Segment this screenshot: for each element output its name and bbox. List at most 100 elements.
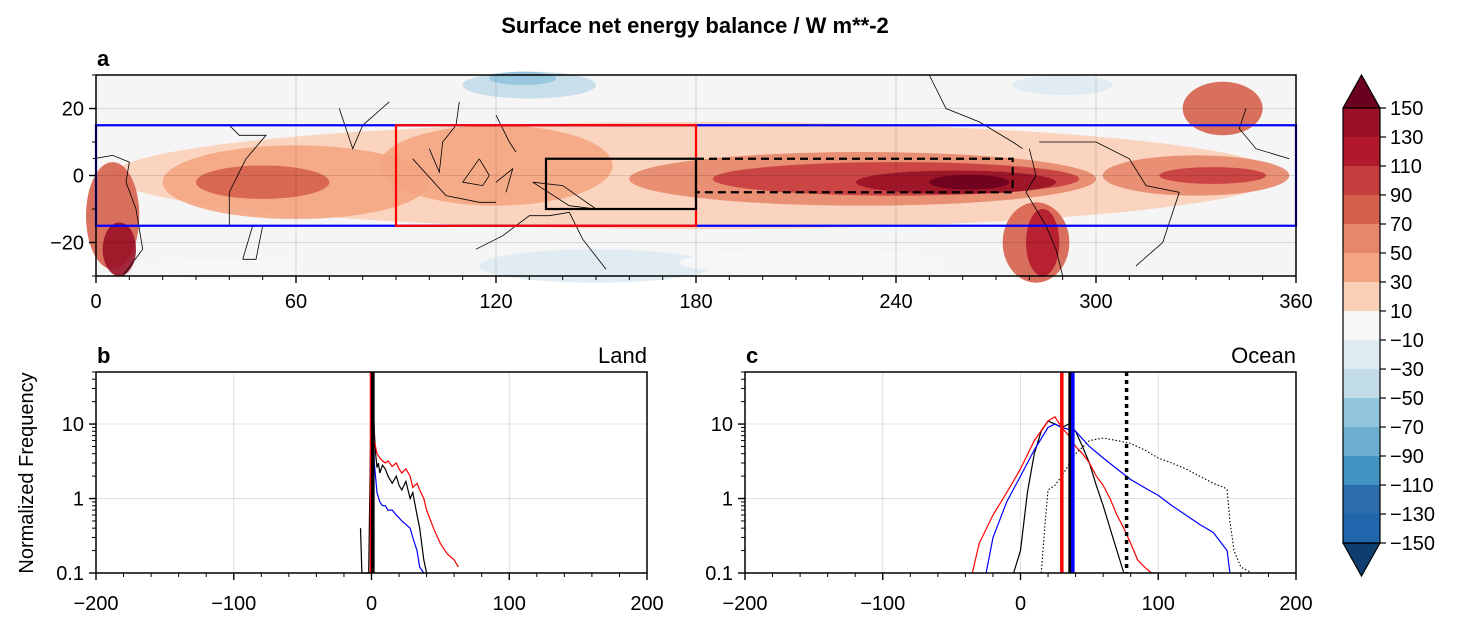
panel-b-plot: −200 −100 0 100 200 10 1 0.1 (56, 371, 664, 615)
panel-c-plot: −200 −100 0 100 200 10 1 0.1 (705, 371, 1313, 615)
colorbar-tick-label: −50 (1390, 388, 1424, 410)
colorbar-bin (1343, 369, 1380, 399)
coastline (475, 211, 607, 270)
colorbar-tick-label: 50 (1390, 243, 1412, 265)
colorbar-tick-label: 30 (1390, 272, 1412, 294)
panel-c-series-black-dotted (1040, 437, 1253, 574)
panel-c-subtitle: Ocean (1231, 343, 1296, 368)
panel-c-series-blue (985, 423, 1231, 574)
colorbar-tick-label: −30 (1390, 359, 1424, 381)
field-band-warm-pool (379, 125, 613, 206)
colorbar-tick-label: 110 (1390, 156, 1422, 178)
field-gulfstream-blue (1012, 75, 1113, 96)
panel-c-ytick-label: 0.1 (705, 563, 733, 585)
panel-b-xtick-label: −100 (211, 593, 256, 615)
field-south-pacific-blue (479, 249, 713, 283)
map-field (86, 71, 1296, 283)
panel-c-ytick-label: 10 (711, 414, 733, 436)
field-indian-south-light (139, 259, 306, 280)
panel-b-land-histogram: b Land −200 −100 0 100 200 10 1 0.1 (56, 343, 664, 615)
map-xtick-label: 0 (90, 291, 101, 313)
colorbar-bin (1343, 514, 1380, 544)
panel-c-xtick-label: −100 (860, 593, 905, 615)
colorbar-bin (1343, 485, 1380, 515)
colorbar-tick-label: 90 (1390, 185, 1412, 207)
colorbar-bin (1343, 282, 1380, 312)
colorbar-bin (1343, 108, 1380, 138)
map-ytick-label: 20 (62, 99, 84, 121)
coastline (92, 154, 144, 277)
colorbar-tick-label: 150 (1390, 98, 1423, 120)
map-xtick-label: 120 (479, 291, 512, 313)
coastline (338, 101, 390, 150)
colorbar-bin (1343, 137, 1380, 167)
colorbar-extend-max (1341, 73, 1382, 109)
panel-c-xtick-label: −200 (722, 593, 767, 615)
coastline (428, 101, 460, 174)
panel-b-xtick-label: 200 (630, 593, 663, 615)
figure-title: Surface net energy balance / W m**-2 (501, 13, 889, 38)
panel-c-xtick-label: 200 (1279, 593, 1312, 615)
map-xtick-label: 360 (1279, 291, 1312, 313)
coastline (495, 167, 514, 193)
colorbar-tick-label: 10 (1390, 301, 1412, 323)
map-xtick-label: 60 (285, 291, 307, 313)
field-band-pacific-peak (929, 174, 1010, 190)
colorbar-tick-label: 130 (1390, 127, 1423, 149)
colorbar-bin (1343, 166, 1380, 196)
field-kuroshio-blue (489, 71, 556, 86)
colorbar-tick-label: −10 (1390, 330, 1424, 352)
panel-b-ytick-label: 1 (73, 489, 84, 511)
colorbar-bin (1343, 398, 1380, 428)
coastline (1039, 141, 1180, 267)
panel-b-xtick-label: −200 (73, 593, 118, 615)
panel-c-xtick-label: 0 (1015, 593, 1026, 615)
colorbar-tick-label: −110 (1390, 475, 1434, 497)
colorbar-extend-min (1341, 542, 1382, 578)
coastline (412, 158, 496, 203)
map-ytick-label: 0 (73, 166, 84, 188)
colorbar-tick-label: −70 (1390, 417, 1424, 439)
coastline (1238, 108, 1290, 160)
region-box-east-box (694, 157, 1014, 194)
colorbar-bin (1343, 253, 1380, 283)
map-xtick-label: 180 (679, 291, 712, 313)
colorbar-bin (1343, 340, 1380, 370)
field-canary-coast (1182, 81, 1263, 136)
coastline (228, 125, 267, 226)
map-xtick-label: 240 (879, 291, 912, 313)
coastline (462, 158, 490, 187)
colorbar-tick-label: −150 (1390, 533, 1435, 555)
colorbar-tick-label: −130 (1390, 504, 1435, 526)
panel-c-label: c (746, 343, 758, 368)
region-box-west-box (544, 157, 698, 211)
panel-b-xtick-label: 100 (493, 593, 526, 615)
colorbar-tick-label: −90 (1390, 446, 1424, 468)
colorbar-bin (1343, 195, 1380, 225)
colorbar-bin (1343, 224, 1380, 254)
colorbar: 150 130 110 90 70 50 30 10 −10 −30 −50 −70 −90 −110 −1… (1341, 73, 1435, 578)
panel-b-subtitle: Land (598, 343, 647, 368)
panel-b-series-red (370, 371, 459, 568)
panel-c-ytick-label: 1 (722, 489, 733, 511)
panel-b-xtick-label: 0 (366, 593, 377, 615)
field-south-pacific-light (679, 249, 946, 276)
panel-c-ocean-histogram: c Ocean −200 −100 0 100 200 10 1 0.1 (705, 343, 1313, 615)
panel-a-map: a 0 60 120 180 240 300 360 20 0 −20 (50, 46, 1313, 313)
coastline (928, 74, 1023, 150)
panel-b-label: b (97, 343, 110, 368)
field-africa-coast-core (102, 222, 136, 276)
coastline (495, 115, 517, 153)
colorbar-tick-label: 70 (1390, 214, 1412, 236)
colorbar-bin (1343, 456, 1380, 486)
panel-c-plot-bg (745, 372, 1296, 573)
panel-a-label: a (97, 46, 110, 71)
panel-c-xtick-label: 100 (1142, 593, 1175, 615)
map-xtick-label: 300 (1079, 291, 1112, 313)
field-band-atlantic-core (1159, 167, 1266, 184)
colorbar-frame (1342, 107, 1381, 544)
panel-b-ytick-label: 0.1 (56, 563, 84, 585)
colorbar-bin (1343, 427, 1380, 457)
field-band-indian-core (196, 165, 330, 199)
